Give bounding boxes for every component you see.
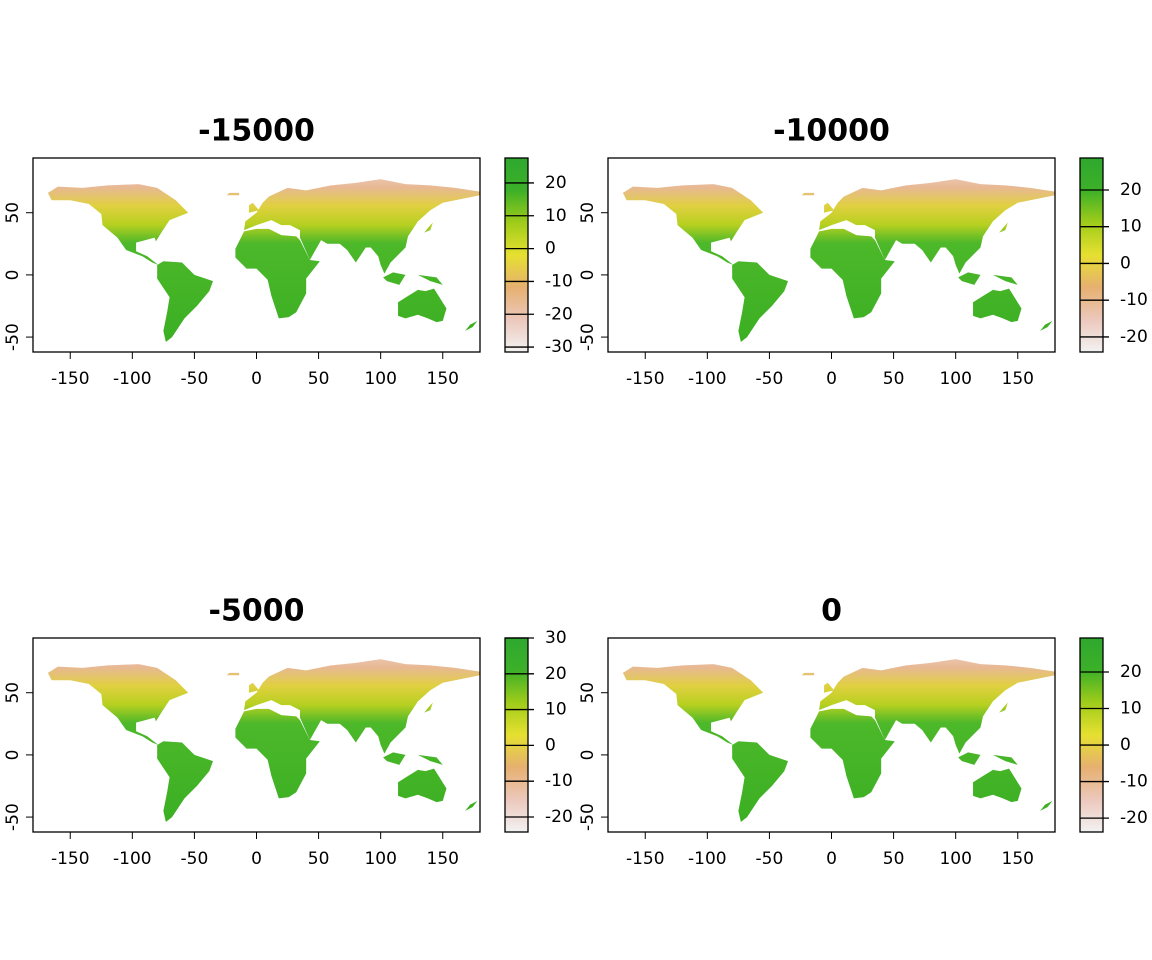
x-tick-label: 150 bbox=[427, 849, 459, 869]
x-tick-label: -50 bbox=[756, 369, 784, 389]
y-tick-label: 50 bbox=[578, 682, 598, 704]
colorbar-tick-label: -10 bbox=[545, 271, 573, 291]
colorbar-tick-label: -20 bbox=[545, 807, 573, 827]
x-tick-label: -150 bbox=[626, 849, 665, 869]
colorbar-tick-label: 0 bbox=[1120, 735, 1131, 755]
colorbar-tick-label: -10 bbox=[545, 771, 573, 791]
x-tick-label: 100 bbox=[939, 849, 971, 869]
x-tick-label: 50 bbox=[883, 369, 905, 389]
colorbar-tick-label: 0 bbox=[1120, 253, 1131, 273]
x-tick-label: 50 bbox=[308, 369, 330, 389]
x-tick-label: -150 bbox=[51, 849, 90, 869]
colorbar-tick-label: 0 bbox=[545, 239, 556, 259]
x-tick-label: 0 bbox=[826, 369, 837, 389]
colorbar-tick-label: 0 bbox=[545, 735, 556, 755]
x-tick-label: -50 bbox=[181, 369, 209, 389]
x-tick-label: -100 bbox=[113, 849, 152, 869]
x-tick-label: -50 bbox=[181, 849, 209, 869]
x-tick-label: 150 bbox=[427, 369, 459, 389]
x-tick-label: 100 bbox=[364, 849, 396, 869]
map-raster bbox=[47, 659, 480, 823]
panel-title: -15000 bbox=[198, 114, 315, 149]
y-tick-label: -50 bbox=[578, 323, 598, 351]
x-tick-label: 100 bbox=[364, 369, 396, 389]
x-tick-label: 50 bbox=[883, 849, 905, 869]
x-tick-label: -100 bbox=[113, 369, 152, 389]
y-tick-label: 50 bbox=[3, 202, 23, 224]
x-tick-label: -150 bbox=[51, 369, 90, 389]
colorbar bbox=[504, 637, 529, 833]
x-tick-label: -100 bbox=[688, 369, 727, 389]
y-tick-label: 0 bbox=[3, 269, 23, 280]
x-tick-label: 50 bbox=[308, 849, 330, 869]
colorbar-tick-label: 10 bbox=[545, 206, 567, 226]
map-raster bbox=[622, 659, 1055, 823]
colorbar-tick-label: -10 bbox=[1120, 290, 1148, 310]
panel-title: -10000 bbox=[773, 114, 890, 149]
colorbar-tick-label: -10 bbox=[1120, 772, 1148, 792]
colorbar bbox=[504, 157, 529, 353]
colorbar-tick-label: -20 bbox=[1120, 808, 1148, 828]
panel-title: -5000 bbox=[209, 594, 305, 629]
colorbar bbox=[1079, 157, 1104, 353]
x-tick-label: 150 bbox=[1002, 369, 1034, 389]
y-tick-label: -50 bbox=[3, 803, 23, 831]
y-tick-label: 50 bbox=[578, 202, 598, 224]
colorbar-tick-label: 10 bbox=[1120, 699, 1142, 719]
y-tick-label: 0 bbox=[3, 749, 23, 760]
colorbar-tick-label: 20 bbox=[545, 664, 567, 684]
y-tick-label: -50 bbox=[578, 803, 598, 831]
colorbar-tick-label: 10 bbox=[1120, 217, 1142, 237]
colorbar bbox=[1079, 637, 1104, 833]
colorbar-tick-label: 10 bbox=[545, 700, 567, 720]
x-tick-label: -50 bbox=[756, 849, 784, 869]
colorbar-tick-label: -20 bbox=[545, 304, 573, 324]
map-raster bbox=[47, 179, 480, 343]
y-tick-label: 0 bbox=[578, 749, 598, 760]
x-tick-label: -150 bbox=[626, 369, 665, 389]
x-tick-label: -100 bbox=[688, 849, 727, 869]
map-raster bbox=[622, 179, 1055, 343]
y-tick-label: -50 bbox=[3, 323, 23, 351]
y-tick-label: 0 bbox=[578, 269, 598, 280]
x-tick-label: 100 bbox=[939, 369, 971, 389]
panel-title: 0 bbox=[821, 594, 842, 629]
x-tick-label: 0 bbox=[826, 849, 837, 869]
colorbar-tick-label: -30 bbox=[545, 337, 573, 357]
colorbar-tick-label: -20 bbox=[1120, 327, 1148, 347]
colorbar-tick-label: 20 bbox=[1120, 662, 1142, 682]
x-tick-label: 0 bbox=[251, 849, 262, 869]
y-tick-label: 50 bbox=[3, 682, 23, 704]
colorbar-tick-label: 30 bbox=[545, 628, 567, 648]
colorbar-tick-label: 20 bbox=[545, 173, 567, 193]
x-tick-label: 0 bbox=[251, 369, 262, 389]
x-tick-label: 150 bbox=[1002, 849, 1034, 869]
colorbar-tick-label: 20 bbox=[1120, 180, 1142, 200]
